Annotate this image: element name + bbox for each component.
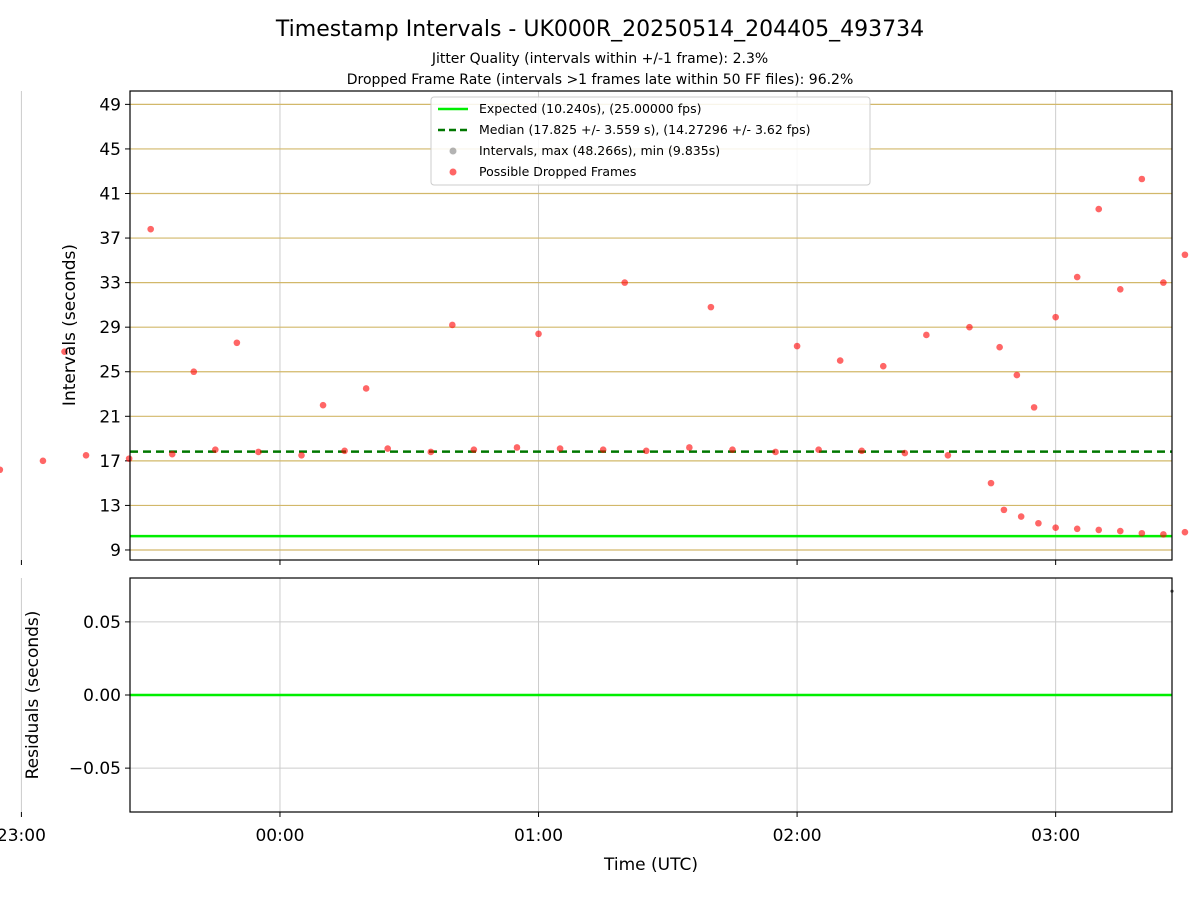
dropped-frame-point [686, 444, 693, 451]
dropped-frame-point [362, 385, 370, 392]
dropped-frame-point [944, 451, 952, 459]
bottom-y-tick-label-2: −0.05 [69, 759, 121, 779]
x-tick-label-6: 03:00 [1031, 826, 1080, 846]
dropped-frame-point [1073, 525, 1081, 533]
top-plot-frame [129, 90, 1173, 561]
dropped-frame-point [212, 446, 219, 454]
dropped-frame-point [1035, 519, 1042, 527]
dropped-frame-point [61, 348, 68, 355]
dropped-frame-point [772, 448, 779, 456]
dropped-frame-point [1160, 531, 1167, 538]
dropped-frame-point [1000, 506, 1008, 514]
dropped-frame-point [1138, 529, 1146, 537]
x-tick-label-2: 23:00 [0, 826, 46, 846]
top-y-tick-label-9: 45 [99, 140, 121, 160]
x-axis-label: Time (UTC) [603, 855, 698, 875]
dropped-frame-point [125, 455, 133, 462]
bottom-y-tick-label-0: 0.05 [83, 613, 121, 633]
dropped-frame-point [642, 447, 650, 455]
dropped-frame-point [470, 446, 478, 454]
bottom-y-tick-label-1: 0.00 [83, 686, 121, 706]
dropped-frame-point [836, 357, 844, 364]
dropped-frame-point [1017, 513, 1025, 520]
bottom-plot-frame [129, 577, 1173, 813]
top-y-tick-label-0: 9 [110, 541, 121, 561]
dropped-frame-point [298, 451, 305, 459]
x-tick-label-5: 02:00 [773, 826, 822, 846]
top-y-tick-label-4: 25 [99, 363, 121, 383]
dropped-frame-point [82, 451, 90, 459]
top-y-tick-label-6: 33 [99, 274, 121, 294]
dropped-frame-point [384, 445, 391, 452]
dropped-frame-point [1030, 404, 1038, 411]
legend-dropped-marker [449, 168, 457, 176]
dropped-frame-point [996, 343, 1003, 351]
dropped-frame-point [621, 279, 629, 286]
dropped-frame-point [1073, 273, 1081, 281]
dropped-frame-point [1052, 313, 1059, 321]
dropped-frame-point [0, 466, 4, 474]
dropped-frame-point [1181, 251, 1189, 259]
top-y-tick-label-2: 17 [99, 452, 121, 472]
dropped-frame-point [147, 225, 154, 233]
dropped-frame-point [1013, 371, 1021, 379]
dropped-frame-point [599, 446, 607, 454]
dropped-frame-point [707, 303, 715, 311]
dropped-frame-point [1052, 524, 1059, 531]
top-y-tick-label-10: 49 [99, 95, 121, 115]
dropped-frame-point [319, 401, 327, 409]
top-y-axis-label: Intervals (seconds) [60, 244, 80, 406]
chart-subtitle-jitter: Jitter Quality (intervals within +/-1 fr… [431, 51, 768, 67]
dropped-frame-point [535, 330, 542, 338]
dropped-frame-point [427, 448, 435, 456]
dropped-frame-point [255, 448, 262, 456]
bottom-y-axis-label: Residuals (seconds) [23, 611, 43, 780]
dropped-frame-point [1116, 527, 1124, 535]
chart-title: Timestamp Intervals - UK000R_20250514_20… [275, 17, 924, 42]
legend-intervals-marker [449, 147, 457, 155]
dropped-frame-point [1138, 175, 1146, 183]
top-y-tick-label-5: 29 [99, 318, 121, 338]
dropped-frame-point [190, 368, 198, 376]
dropped-frame-point [815, 446, 822, 454]
dropped-frame-point [793, 342, 801, 350]
dropped-frame-point [901, 449, 909, 457]
dropped-frame-point [1095, 205, 1103, 213]
dropped-frame-point [1095, 526, 1103, 534]
dropped-frame-point [39, 457, 47, 465]
dropped-frame-point [987, 479, 995, 487]
legend-dropped-label: Possible Dropped Frames [479, 164, 636, 179]
dropped-frame-point [729, 446, 736, 454]
top-y-tick-label-7: 37 [99, 229, 121, 249]
dropped-frame-point [923, 331, 930, 339]
top-y-tick-label-3: 21 [99, 407, 121, 427]
intervals-plot: 9 13 17 21 25 29 33 37 41 45 49 [0, 90, 1189, 565]
x-tick-label-4: 01:00 [514, 826, 563, 846]
dropped-frame-point [168, 450, 176, 458]
residuals-plot: 21:0022:0023:0000:0001:0002:0003:000.050… [0, 577, 1174, 846]
dropped-frame-point [966, 323, 973, 331]
dropped-frame-point [879, 362, 887, 370]
chart-subtitle-dropped-rate: Dropped Frame Rate (intervals >1 frames … [347, 72, 854, 88]
legend: Expected (10.240s), (25.00000 fps) Media… [430, 96, 871, 186]
dropped-frame-point [513, 444, 521, 451]
dropped-frame-point [449, 321, 456, 329]
dropped-frame-point [1116, 285, 1124, 293]
legend-median-label: Median (17.825 +/- 3.559 s), (14.27296 +… [479, 122, 810, 137]
legend-intervals-label: Intervals, max (48.266s), min (9.835s) [479, 143, 720, 158]
top-y-tick-label-8: 41 [99, 184, 121, 204]
dropped-frame-point [556, 445, 564, 452]
dropped-frame-point [341, 447, 348, 455]
dropped-frame-point [1160, 279, 1167, 286]
legend-box [430, 96, 871, 186]
dropped-frame-point [233, 339, 241, 347]
legend-expected-label: Expected (10.240s), (25.00000 fps) [479, 101, 701, 116]
x-tick-label-3: 00:00 [255, 826, 304, 846]
top-y-tick-label-1: 13 [99, 496, 121, 516]
dropped-frame-point [858, 447, 866, 455]
dropped-frame-point [1181, 528, 1189, 536]
